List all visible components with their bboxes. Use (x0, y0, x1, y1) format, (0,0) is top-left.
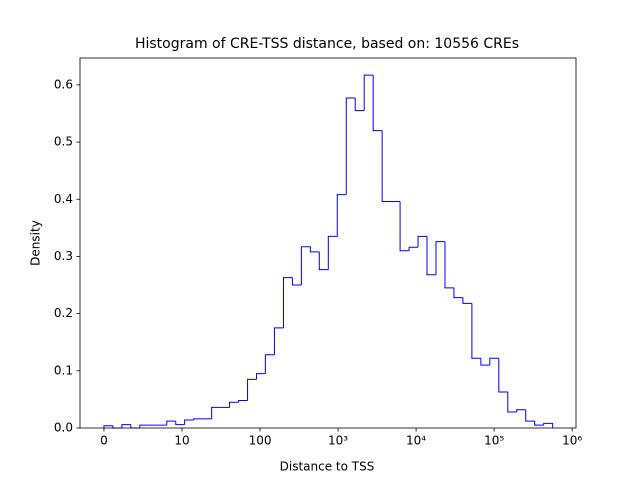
x-tick-label: 10 (174, 434, 189, 448)
histogram-bar (247, 378, 257, 401)
histogram-bar (264, 354, 275, 374)
x-tick-label: 0 (100, 434, 108, 448)
histogram-bar (543, 422, 554, 428)
histogram-bar (139, 424, 149, 428)
histogram-bar (498, 358, 508, 393)
histogram-bar (408, 246, 419, 251)
histogram-bar (193, 418, 203, 420)
y-tick-label: 0.6 (54, 77, 73, 91)
histogram-bar (121, 424, 131, 428)
histogram-bar (363, 74, 374, 111)
plot-frame (79, 57, 577, 429)
y-tick-label: 0.5 (54, 135, 73, 149)
histogram-bar (426, 236, 436, 276)
y-tick-label: 0.0 (54, 421, 73, 435)
histogram-bar (534, 421, 544, 426)
histogram-bar (166, 420, 176, 426)
x-tick-label: 10⁶ (562, 434, 582, 448)
histogram-bar (489, 357, 499, 366)
histogram-bar (399, 201, 410, 252)
x-axis-label: Distance to TSS (280, 460, 375, 474)
x-tick-label: 100 (249, 434, 272, 448)
histogram-bar (238, 400, 248, 403)
histogram-bar (471, 303, 481, 359)
histogram-bar (525, 409, 535, 422)
histogram-bar (175, 421, 185, 426)
histogram-bar (507, 391, 517, 413)
histogram-bar (291, 277, 302, 286)
histogram-bar (462, 297, 472, 304)
histogram-bar (211, 406, 221, 419)
histogram-bar (354, 98, 365, 112)
histogram-bar (327, 235, 338, 270)
histogram-bar (417, 235, 428, 248)
x-tick-label: 10⁴ (406, 434, 426, 448)
histogram-bar (480, 358, 490, 366)
histogram-bar (300, 246, 311, 286)
histogram-bar (130, 424, 140, 429)
x-tick-label: 10⁵ (484, 434, 504, 448)
histogram-bar (336, 194, 347, 237)
histogram-bar (372, 75, 383, 132)
histogram-bar (256, 373, 266, 380)
y-axis-label: Density (29, 220, 43, 266)
histogram-bar (435, 241, 445, 275)
histogram-bar (516, 409, 526, 412)
histogram-bar (184, 419, 194, 425)
y-tick-label: 0.1 (54, 363, 73, 377)
histogram-bar (453, 287, 463, 299)
histogram-bar (229, 401, 239, 408)
x-tick-label: 10³ (328, 434, 348, 448)
chart-title: Histogram of CRE-TSS distance, based on:… (135, 36, 519, 52)
y-tick-label: 0.2 (54, 306, 73, 320)
histogram-bar (345, 97, 356, 195)
histogram-bar (283, 277, 293, 328)
histogram-bar (444, 241, 454, 289)
histogram-bar (318, 251, 329, 271)
y-tick-label: 0.3 (54, 249, 73, 263)
histogram-bar (103, 425, 113, 428)
histogram-bar (381, 130, 392, 203)
y-tick-label: 0.4 (54, 192, 73, 206)
histogram-bar (273, 327, 284, 355)
histogram-bar (309, 246, 320, 253)
